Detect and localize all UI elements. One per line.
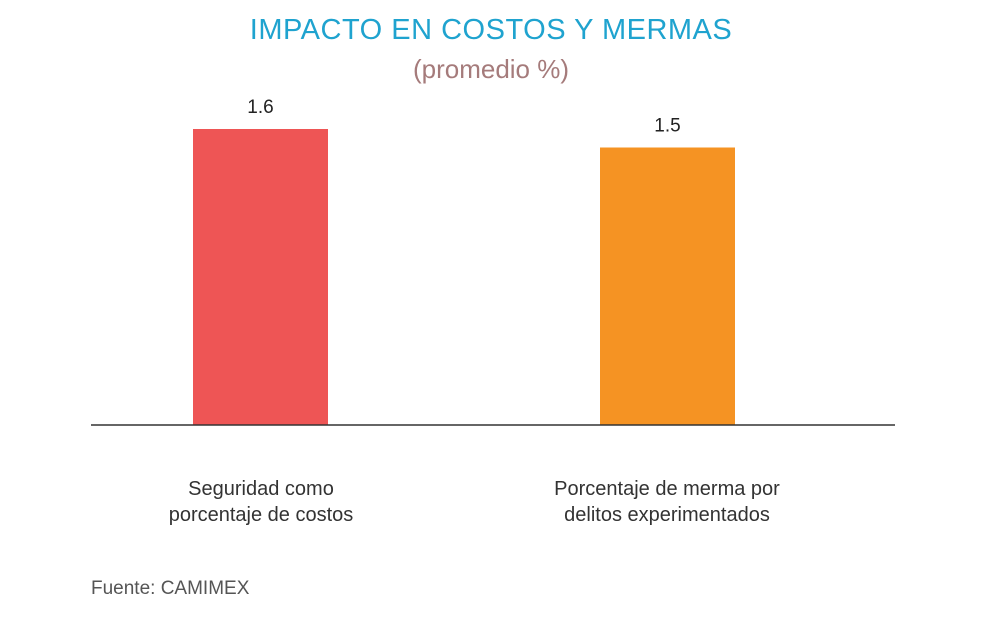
chart-subtitle: (promedio %) (412, 54, 570, 84)
data-label-1: 1.5 (654, 116, 680, 137)
category-label-line: Seguridad como (188, 478, 334, 500)
data-label-0: 1.6 (247, 97, 273, 118)
category-label-line: porcentaje de costos (168, 504, 354, 526)
category-label-0: Seguridad como porcentaje de costos (111, 476, 411, 528)
category-label-1: Porcentaje de merma por delitos experime… (517, 476, 817, 528)
bar-0 (193, 129, 328, 425)
category-label-line: delitos experimentados (564, 504, 770, 526)
source-note: Fuente: CAMIMEX (91, 578, 250, 599)
chart-title: IMPACTO EN COSTOS Y MERMAS (249, 14, 733, 46)
bar-1 (600, 147, 735, 425)
category-label-line: Porcentaje de merma por (554, 478, 780, 500)
